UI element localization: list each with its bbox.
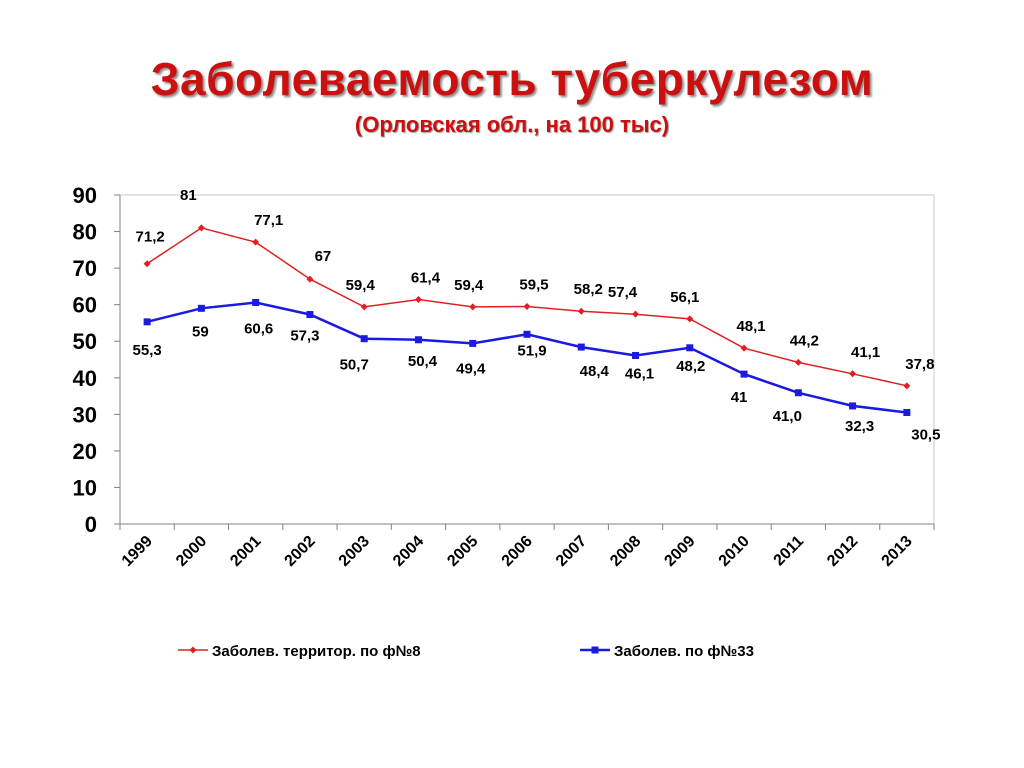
data-point-square [306,311,314,319]
data-label: 49,4 [456,360,486,377]
data-label: 41 [731,389,748,406]
y-tick-label: 60 [73,293,97,318]
y-tick-label: 70 [73,256,97,281]
data-label: 46,1 [625,365,654,382]
data-point-square [469,339,477,347]
plot-area-border [119,194,935,525]
data-label: 57,4 [608,284,638,301]
data-point-diamond [252,238,260,246]
x-tick-label: 2010 [716,533,753,570]
data-point-diamond [143,260,151,268]
data-point-square [686,344,694,352]
x-tick-label: 2012 [824,533,861,570]
data-point-diamond [306,275,314,283]
legend-marker-square [591,646,599,654]
x-tick-label: 2006 [499,533,536,570]
data-label: 51,9 [517,342,546,359]
data-label: 32,3 [845,418,874,435]
x-tick-label: 2005 [444,533,481,570]
data-point-diamond [632,310,640,318]
y-tick-label: 80 [73,220,97,245]
data-point-diamond [577,307,585,315]
y-tick-label: 30 [73,402,97,427]
data-point-square [794,389,802,397]
data-label: 59 [192,323,209,340]
x-tick-label: 2011 [771,533,808,570]
data-label: 67 [315,248,332,265]
data-label: 56,1 [670,289,699,306]
x-tick-label: 2001 [227,533,264,570]
data-label: 60,6 [244,320,273,337]
data-label: 48,2 [676,358,705,375]
data-point-square [577,343,585,351]
y-tick-label: 40 [73,366,97,391]
data-label: 44,2 [790,332,819,349]
data-point-diamond [849,370,857,378]
y-tick-label: 10 [73,475,97,500]
data-point-square [523,330,531,338]
y-tick-label: 90 [73,183,97,208]
x-tick-label: 2008 [607,533,644,570]
chart-title: Заболеваемость туберкулезом [150,53,874,105]
data-point-square [252,298,260,306]
x-tick-label: 2000 [173,533,210,570]
data-point-diamond [903,382,911,390]
chart-subtitle: (Орловская обл., на 100 тыс) [354,112,670,137]
x-tick-label: 2003 [336,533,373,570]
data-label: 30,5 [911,427,940,444]
data-label: 71,2 [136,229,165,246]
data-point-diamond [523,302,531,310]
data-label: 37,8 [905,356,934,373]
data-label: 57,3 [290,328,319,345]
x-tick-label: 2013 [879,533,916,570]
data-point-diamond [686,315,694,323]
data-label: 50,4 [408,353,438,370]
data-point-diamond [360,303,368,311]
data-label: 59,4 [454,277,484,294]
data-label: 48,4 [580,363,610,380]
x-tick-label: 2007 [553,533,590,570]
data-point-square [632,351,640,359]
data-point-square [849,402,857,410]
data-point-diamond [414,296,422,304]
data-point-square [360,335,368,343]
data-point-square [414,336,422,344]
data-point-square [197,304,205,312]
data-label: 50,7 [340,357,369,374]
legend-label: Заболев. территор. по ф№8 [212,643,421,660]
x-tick-label: 2002 [282,533,319,570]
data-label: 55,3 [133,342,162,359]
data-label: 41,0 [773,408,802,425]
data-label: 58,2 [574,281,603,298]
data-point-square [143,318,151,326]
data-point-square [740,370,748,378]
y-tick-label: 0 [85,512,97,537]
data-point-diamond [794,358,802,366]
data-label: 48,1 [736,318,765,335]
data-point-diamond [197,224,205,232]
y-tick-label: 50 [73,329,97,354]
data-label: 77,1 [254,212,283,229]
x-tick-label: 2004 [390,533,427,570]
data-label: 61,4 [411,270,441,287]
x-tick-label: 1999 [119,533,156,570]
legend-marker-diamond [189,646,197,654]
data-point-square [903,409,911,417]
data-label: 59,4 [346,277,376,294]
data-point-diamond [469,303,477,311]
data-label: 59,5 [519,276,548,293]
y-tick-label: 20 [73,439,97,464]
data-point-diamond [740,344,748,352]
data-label: 41,1 [851,344,880,361]
data-label: 81 [180,187,197,204]
legend-label: Заболев. по ф№33 [614,643,754,660]
x-tick-label: 2009 [661,533,698,570]
